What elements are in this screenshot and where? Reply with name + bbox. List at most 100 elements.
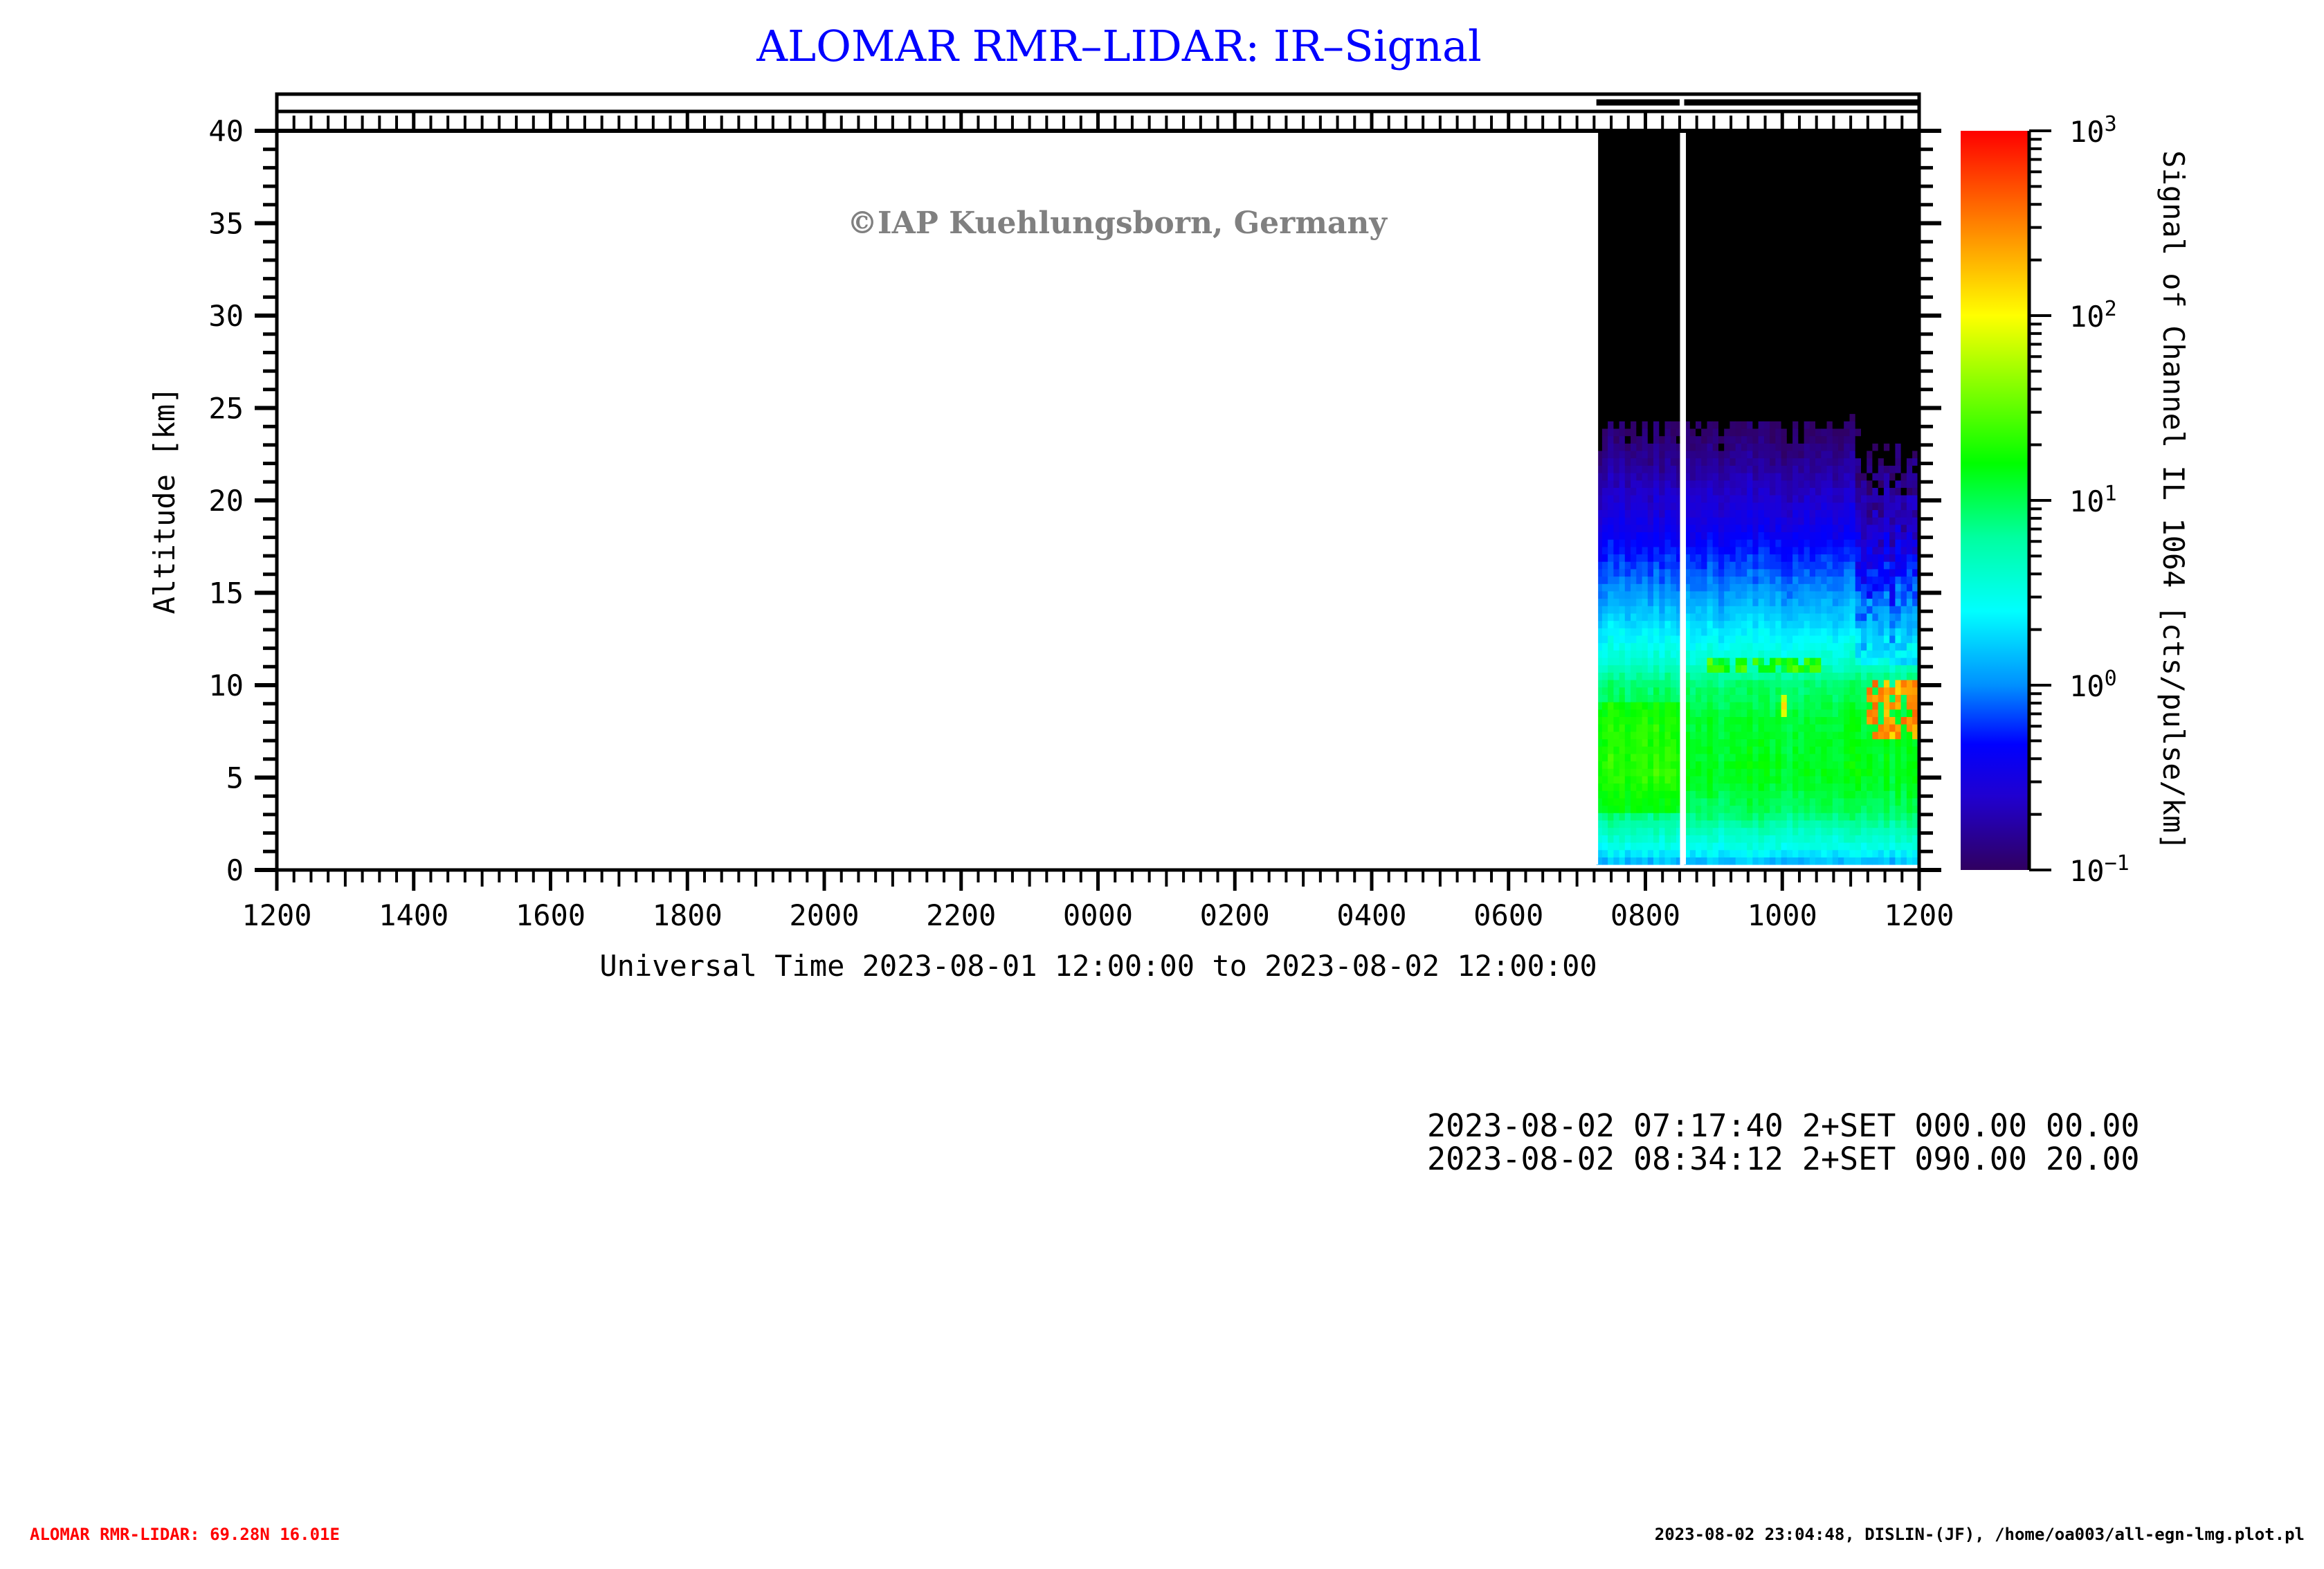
heatmap-cell [1724, 184, 1730, 192]
heatmap-cell [1647, 221, 1654, 230]
heatmap-cell [1676, 495, 1680, 503]
heatmap-cell [1624, 517, 1631, 525]
heatmap-cell [1804, 140, 1810, 148]
heatmap-cell [1786, 339, 1793, 347]
heatmap-cell [1619, 162, 1626, 170]
heatmap-cell [1821, 819, 1828, 828]
heatmap-cell [1676, 147, 1680, 156]
heatmap-cell [1670, 317, 1677, 325]
heatmap-cell [1792, 664, 1799, 673]
heatmap-cell [1664, 687, 1671, 695]
heatmap-cell [1684, 716, 1691, 725]
heatmap-cell [1701, 716, 1707, 725]
heatmap-cell [1735, 716, 1742, 725]
heatmap-cell [1815, 835, 1822, 843]
heatmap-cell [1647, 687, 1654, 695]
heatmap-cell [1838, 310, 1844, 318]
heatmap-cell [1838, 206, 1844, 215]
heatmap-cell [1659, 620, 1666, 628]
heatmap-cell [1752, 590, 1759, 599]
heatmap-cell [1647, 620, 1654, 628]
heatmap-cell [1718, 147, 1725, 156]
heatmap-cell [1712, 480, 1719, 488]
heatmap-cell [1707, 790, 1714, 799]
heatmap-cell [1613, 827, 1620, 835]
heatmap-cell [1696, 377, 1702, 385]
heatmap-cell [1608, 302, 1614, 311]
heatmap-cell [1844, 391, 1850, 399]
heatmap-cell [1689, 265, 1696, 274]
heatmap-cell [1707, 532, 1714, 540]
heatmap-cell [1844, 377, 1850, 385]
heatmap-cell [1758, 243, 1765, 252]
heatmap-cell [1809, 435, 1816, 444]
heatmap-cell [1815, 383, 1822, 392]
heatmap-cell [1613, 835, 1620, 843]
heatmap-cell [1664, 443, 1671, 451]
heatmap-cell [1878, 206, 1885, 215]
heatmap-cell [1701, 361, 1707, 370]
heatmap-cell [1707, 642, 1714, 651]
heatmap-cell [1832, 687, 1839, 695]
heatmap-cell [1741, 827, 1747, 835]
heatmap-cell [1832, 576, 1839, 584]
heatmap-cell [1653, 265, 1660, 274]
heatmap-cell [1642, 568, 1649, 577]
heatmap-cell [1670, 465, 1677, 473]
heatmap-cell [1676, 170, 1680, 178]
heatmap-cell [1701, 783, 1707, 791]
heatmap-cell [1676, 184, 1680, 192]
heatmap-cell [1619, 251, 1626, 259]
heatmap-cell [1821, 406, 1828, 415]
heatmap-cell [1763, 457, 1770, 466]
heatmap-cell [1647, 775, 1654, 784]
heatmap-cell [1636, 184, 1643, 192]
heatmap-cell [1730, 606, 1736, 614]
heatmap-cell [1855, 347, 1862, 355]
heatmap-cell [1724, 147, 1730, 156]
heatmap-cell [1696, 206, 1702, 215]
heatmap-cell [1775, 280, 1782, 289]
heatmap-cell [1786, 731, 1793, 740]
heatmap-cell [1701, 399, 1707, 407]
heatmap-cell [1712, 702, 1719, 710]
heatmap-cell [1619, 214, 1626, 222]
heatmap-cell [1718, 251, 1725, 259]
heatmap-cell [1684, 761, 1691, 769]
heatmap-cell [1707, 835, 1714, 843]
heatmap-cell [1701, 228, 1707, 237]
heatmap-cell [1619, 361, 1626, 370]
heatmap-cell [1712, 377, 1719, 385]
heatmap-cell [1770, 827, 1776, 835]
heatmap-cell [1861, 694, 1867, 702]
heatmap-cell [1849, 421, 1856, 429]
heatmap-cell [1798, 325, 1805, 333]
heatmap-cell [1707, 694, 1714, 702]
heatmap-cell [1821, 554, 1828, 562]
heatmap-cell [1735, 768, 1742, 777]
heatmap-cell [1832, 280, 1839, 289]
heatmap-cell [1844, 421, 1850, 429]
heatmap-cell [1653, 435, 1660, 444]
heatmap-cell [1775, 132, 1782, 140]
heatmap-cell [1855, 583, 1862, 592]
heatmap-cell [1872, 790, 1879, 799]
heatmap-cell [1867, 694, 1873, 702]
heatmap-cell [1664, 576, 1671, 584]
heatmap-cell [1696, 421, 1702, 429]
heatmap-cell [1809, 819, 1816, 828]
heatmap-cell [1798, 199, 1805, 208]
heatmap-cell [1696, 805, 1702, 813]
heatmap-cell [1838, 302, 1844, 311]
heatmap-cell [1676, 835, 1680, 843]
heatmap-cell [1867, 406, 1873, 415]
heatmap-cell [1712, 421, 1719, 429]
heatmap-cell [1601, 835, 1608, 843]
heatmap-cell [1815, 783, 1822, 791]
heatmap-cell [1624, 775, 1631, 784]
heatmap-cell [1747, 849, 1753, 858]
heatmap-cell [1659, 532, 1666, 540]
heatmap-cell [1670, 568, 1677, 577]
heatmap-cell [1712, 317, 1719, 325]
heatmap-cell [1752, 435, 1759, 444]
